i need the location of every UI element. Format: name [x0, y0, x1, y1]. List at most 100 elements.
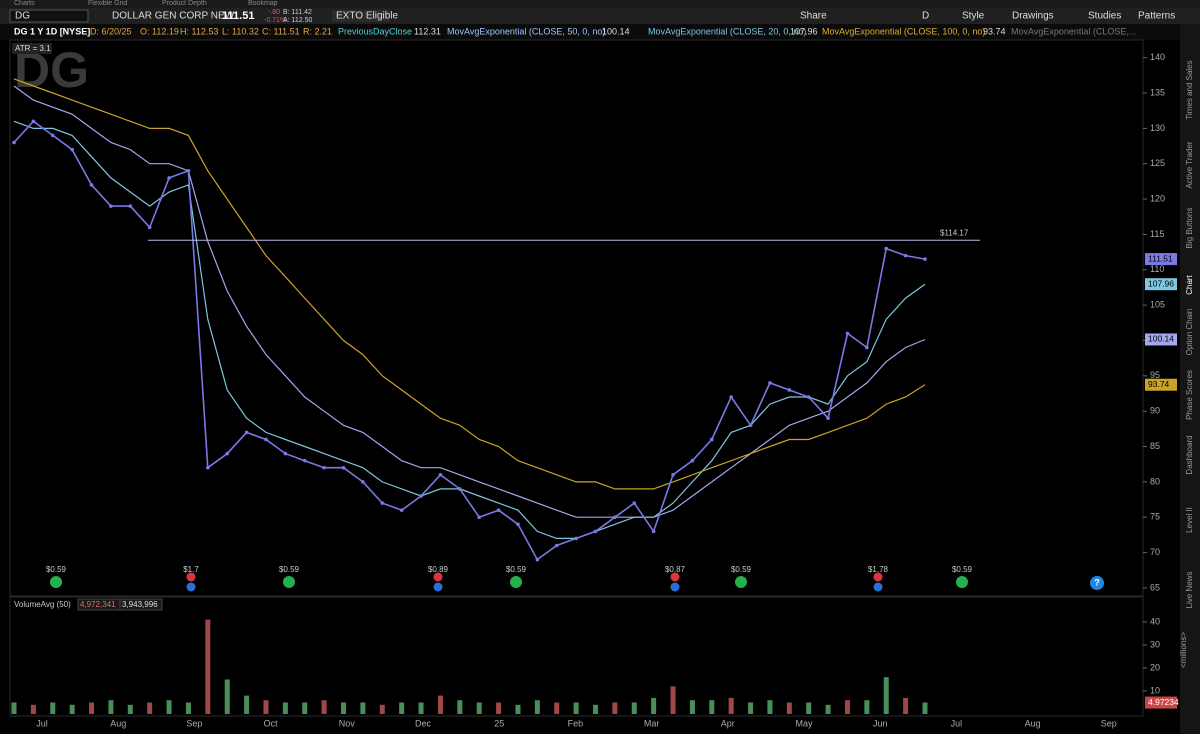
toolbar-button[interactable]: Share	[800, 11, 827, 22]
help-icon[interactable]	[1090, 576, 1104, 590]
ema-line	[13, 78, 926, 490]
level-label: $114.17	[940, 228, 969, 237]
earnings-icon[interactable]	[670, 572, 680, 582]
price-point	[89, 183, 94, 187]
earnings-icon-sub[interactable]	[186, 582, 196, 592]
price-point	[690, 458, 695, 463]
top-tab[interactable]: Flexible Grid	[88, 0, 127, 7]
top-tab[interactable]: Charts	[14, 0, 35, 7]
volume-bar	[457, 700, 463, 714]
price-point	[341, 465, 346, 470]
ema-badge: 100.14	[1148, 334, 1174, 344]
earnings-icon[interactable]	[186, 572, 196, 582]
symbol-box[interactable]	[9, 9, 89, 23]
volume-bar	[864, 700, 870, 714]
volume-title: VolumeAvg (50)	[14, 600, 71, 609]
side-tab[interactable]: Times and Sales	[1185, 60, 1194, 119]
event-label: $0.59	[506, 565, 527, 574]
toolbar-button[interactable]: Studies	[1088, 11, 1121, 22]
y-tick-label: 115	[1150, 229, 1164, 239]
volume-bar	[341, 702, 347, 714]
ema-line	[13, 120, 926, 539]
volume-bar	[922, 702, 928, 714]
event-label: $0.87	[665, 565, 686, 574]
toolbar-button[interactable]: D	[922, 11, 929, 22]
volume-badge: 4.97234	[1148, 697, 1179, 707]
price-point	[128, 204, 133, 208]
volume-stat: 4,972,341	[80, 600, 116, 609]
chart-title: DG 1 Y 1D [NYSE]	[14, 26, 90, 36]
y-tick-label: 40	[1150, 616, 1160, 626]
side-tab[interactable]: Chart	[1185, 274, 1194, 294]
earnings-icon[interactable]	[433, 572, 443, 582]
x-tick-label: Dec	[415, 718, 432, 728]
earnings-icon[interactable]	[873, 572, 883, 582]
x-tick-label: Aug	[110, 718, 126, 728]
earnings-icon-sub[interactable]	[873, 582, 883, 592]
volume-bar	[224, 679, 230, 714]
price-point	[535, 557, 540, 562]
ema20-value: 107.96	[790, 26, 818, 36]
range: R: 2.21	[303, 26, 332, 36]
volume-bar	[418, 702, 424, 714]
toolbar-button[interactable]: Style	[962, 11, 985, 22]
earnings-icon-sub[interactable]	[433, 582, 443, 592]
top-tab[interactable]: Bookmap	[248, 0, 278, 7]
volume-bar	[825, 704, 831, 714]
y-tick-label: 135	[1150, 87, 1165, 97]
price-point	[768, 381, 772, 385]
toolbar-button[interactable]: Drawings	[1012, 11, 1054, 22]
price-point	[302, 458, 307, 463]
ema20-name: MovAvgExponential (CLOSE, 20, 0, no)	[648, 26, 806, 36]
ema-badge-bg	[1145, 278, 1177, 291]
dividend-icon[interactable]	[956, 576, 968, 588]
change: -.80	[268, 9, 280, 16]
y-tick-label: 130	[1150, 123, 1165, 133]
toolbar-button[interactable]: Patterns	[1138, 11, 1175, 22]
study-truncated: MovAvgExponential (CLOSE,...	[1011, 26, 1136, 36]
volume-bar	[30, 704, 36, 714]
volume-bar	[185, 702, 191, 714]
x-tick-label: Jun	[873, 718, 888, 728]
price-point	[399, 508, 404, 512]
dividend-icon[interactable]	[283, 576, 295, 588]
side-tab[interactable]: Active Trader	[1185, 141, 1194, 188]
price-point	[109, 204, 113, 208]
side-tab[interactable]: Option Chain	[1185, 309, 1194, 356]
x-tick-label: Feb	[568, 718, 584, 728]
exto-badge[interactable]: EXTO Eligible	[336, 11, 399, 22]
side-tab[interactable]: Dashboard	[1185, 435, 1194, 474]
volume-bar	[108, 700, 114, 714]
change-pct: -0.71%	[264, 17, 286, 24]
earnings-icon-sub[interactable]	[670, 582, 680, 592]
dividend-icon[interactable]	[50, 576, 62, 588]
side-tab[interactable]: Live News	[1185, 572, 1194, 609]
volume-bar	[496, 702, 502, 714]
price-point	[884, 246, 889, 251]
volume-bar	[437, 695, 443, 714]
y-tick-label: 20	[1150, 662, 1160, 672]
help-label: ?	[1094, 577, 1100, 587]
price-point	[632, 501, 637, 505]
ema-line	[13, 85, 926, 518]
symbol[interactable]: DG	[15, 11, 30, 22]
price-point	[458, 487, 462, 491]
ema50-value: 100.14	[602, 26, 630, 36]
top-tab[interactable]: Product Depth	[162, 0, 207, 7]
price-point	[729, 395, 733, 399]
volume-bar	[11, 702, 17, 714]
volume-bar	[631, 702, 637, 714]
price-point	[903, 253, 908, 258]
dividend-icon[interactable]	[735, 576, 747, 588]
event-label: $1.7	[183, 565, 199, 574]
side-tab[interactable]: Phase Scores	[1185, 370, 1194, 420]
price-point	[516, 522, 520, 527]
price-point	[31, 119, 36, 124]
dividend-icon[interactable]	[510, 576, 522, 588]
side-tab[interactable]: Big Buttons	[1185, 208, 1194, 249]
toolbar	[0, 8, 1200, 24]
info-bar	[0, 24, 1180, 40]
event-label: $0.59	[279, 565, 300, 574]
side-tab[interactable]: Level II	[1185, 507, 1194, 533]
last-price: 111.51	[222, 10, 254, 22]
